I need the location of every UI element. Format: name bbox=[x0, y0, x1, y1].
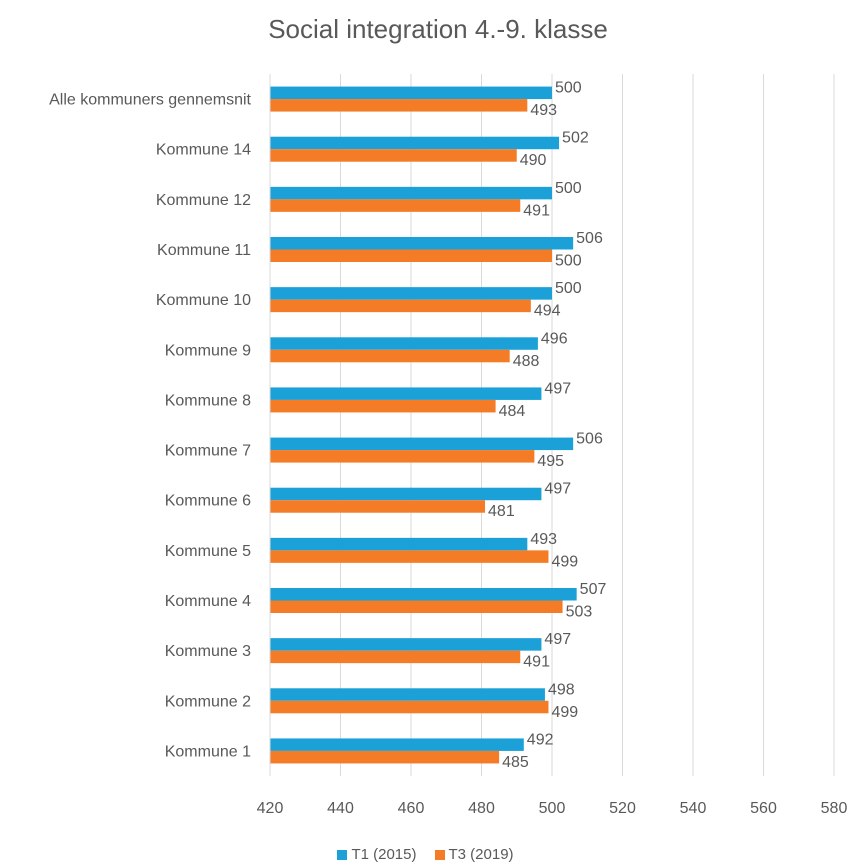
category-label: Alle kommuners gennemsnit bbox=[49, 92, 251, 109]
bar-t3 bbox=[270, 249, 552, 262]
x-tick-label: 460 bbox=[398, 800, 425, 817]
data-label: 506 bbox=[576, 431, 603, 448]
bar-t3 bbox=[270, 450, 535, 463]
data-label: 497 bbox=[544, 380, 571, 397]
bar-t3 bbox=[270, 550, 549, 563]
legend-label-t1: T1 (2015) bbox=[351, 846, 417, 863]
data-label: 497 bbox=[544, 481, 571, 498]
bar-t1 bbox=[270, 588, 577, 601]
category-label: Kommune 1 bbox=[165, 743, 251, 760]
bar-t3 bbox=[270, 149, 517, 162]
category-label: Kommune 5 bbox=[165, 543, 251, 560]
data-label: 493 bbox=[530, 102, 557, 119]
bar-t1 bbox=[270, 287, 552, 300]
bar-t3 bbox=[270, 99, 528, 112]
bar-t3 bbox=[270, 650, 521, 664]
x-tick-label: 440 bbox=[327, 800, 354, 817]
bar-t3 bbox=[270, 199, 521, 212]
data-label: 500 bbox=[555, 80, 582, 97]
bar-t1 bbox=[270, 688, 545, 701]
data-label: 502 bbox=[562, 130, 589, 147]
bar-t1 bbox=[270, 237, 574, 250]
data-label: 492 bbox=[527, 731, 554, 748]
x-tick-label: 560 bbox=[750, 800, 777, 817]
data-label: 499 bbox=[551, 553, 578, 570]
bar-t1 bbox=[270, 337, 538, 350]
category-label: Kommune 4 bbox=[165, 593, 251, 610]
data-label: 499 bbox=[551, 704, 578, 721]
bar-t1 bbox=[270, 537, 528, 551]
x-tick-label: 500 bbox=[539, 800, 566, 817]
x-tick-label: 480 bbox=[468, 800, 495, 817]
category-label: Kommune 14 bbox=[156, 142, 251, 159]
data-label: 491 bbox=[523, 202, 550, 219]
bar-t3 bbox=[270, 750, 500, 764]
bar-t3 bbox=[270, 349, 510, 363]
data-label: 500 bbox=[555, 180, 582, 197]
x-tick-label: 540 bbox=[680, 800, 707, 817]
data-label: 506 bbox=[576, 230, 603, 247]
data-label: 496 bbox=[541, 330, 568, 347]
bar-t1 bbox=[270, 437, 574, 451]
category-label: Kommune 8 bbox=[165, 392, 251, 409]
bar-chart: 420 440 460 480 500 520 540 560 580 Alle kommuner… bbox=[49, 74, 848, 817]
category-label: Kommune 12 bbox=[156, 192, 251, 209]
bar-t1 bbox=[270, 136, 560, 150]
x-tick-label: 420 bbox=[257, 800, 284, 817]
data-label: 494 bbox=[534, 303, 561, 320]
bar-t3 bbox=[270, 700, 549, 714]
bar-t1 bbox=[270, 186, 552, 200]
legend-item-t1: T1 (2015) bbox=[337, 846, 417, 863]
legend-swatch-t3 bbox=[434, 849, 445, 860]
data-label: 498 bbox=[548, 681, 575, 698]
data-label: 500 bbox=[555, 280, 582, 297]
data-label: 488 bbox=[513, 353, 540, 370]
legend-label-t3: T3 (2019) bbox=[448, 846, 514, 863]
data-label: 507 bbox=[580, 581, 607, 598]
data-label: 500 bbox=[555, 253, 582, 270]
bar-t3 bbox=[270, 500, 486, 513]
x-tick-label: 520 bbox=[609, 800, 636, 817]
data-label: 503 bbox=[566, 604, 593, 621]
category-label: Kommune 9 bbox=[165, 342, 251, 359]
bar-t3 bbox=[270, 600, 563, 613]
category-label: Kommune 7 bbox=[165, 443, 251, 460]
data-label: 493 bbox=[530, 531, 557, 548]
category-label: Kommune 11 bbox=[157, 242, 251, 259]
data-label: 485 bbox=[502, 754, 529, 771]
bar-t1 bbox=[270, 387, 542, 400]
data-label: 484 bbox=[499, 403, 526, 420]
legend-item-t3: T3 (2019) bbox=[434, 846, 514, 863]
data-label: 481 bbox=[488, 503, 515, 520]
bar-t1 bbox=[270, 487, 542, 501]
category-label: Kommune 3 bbox=[165, 643, 251, 660]
category-label: Kommune 6 bbox=[165, 493, 251, 510]
data-label: 495 bbox=[537, 453, 564, 470]
legend-swatch-t1 bbox=[337, 849, 348, 860]
x-tick-label: 580 bbox=[821, 800, 848, 817]
legend: T1 (2015) T3 (2019) bbox=[0, 846, 851, 863]
bar-t3 bbox=[270, 299, 531, 313]
category-label: Kommune 10 bbox=[156, 292, 251, 309]
data-label: 490 bbox=[520, 152, 547, 169]
data-label: 497 bbox=[544, 631, 571, 648]
chart-title: Social integration 4.-9. klasse bbox=[268, 14, 608, 44]
bar-t1 bbox=[270, 738, 524, 751]
category-label: Kommune 2 bbox=[165, 693, 251, 710]
bar-t3 bbox=[270, 399, 496, 413]
data-label: 491 bbox=[523, 654, 550, 671]
bar-t1 bbox=[270, 638, 542, 651]
bar-t1 bbox=[270, 86, 552, 100]
